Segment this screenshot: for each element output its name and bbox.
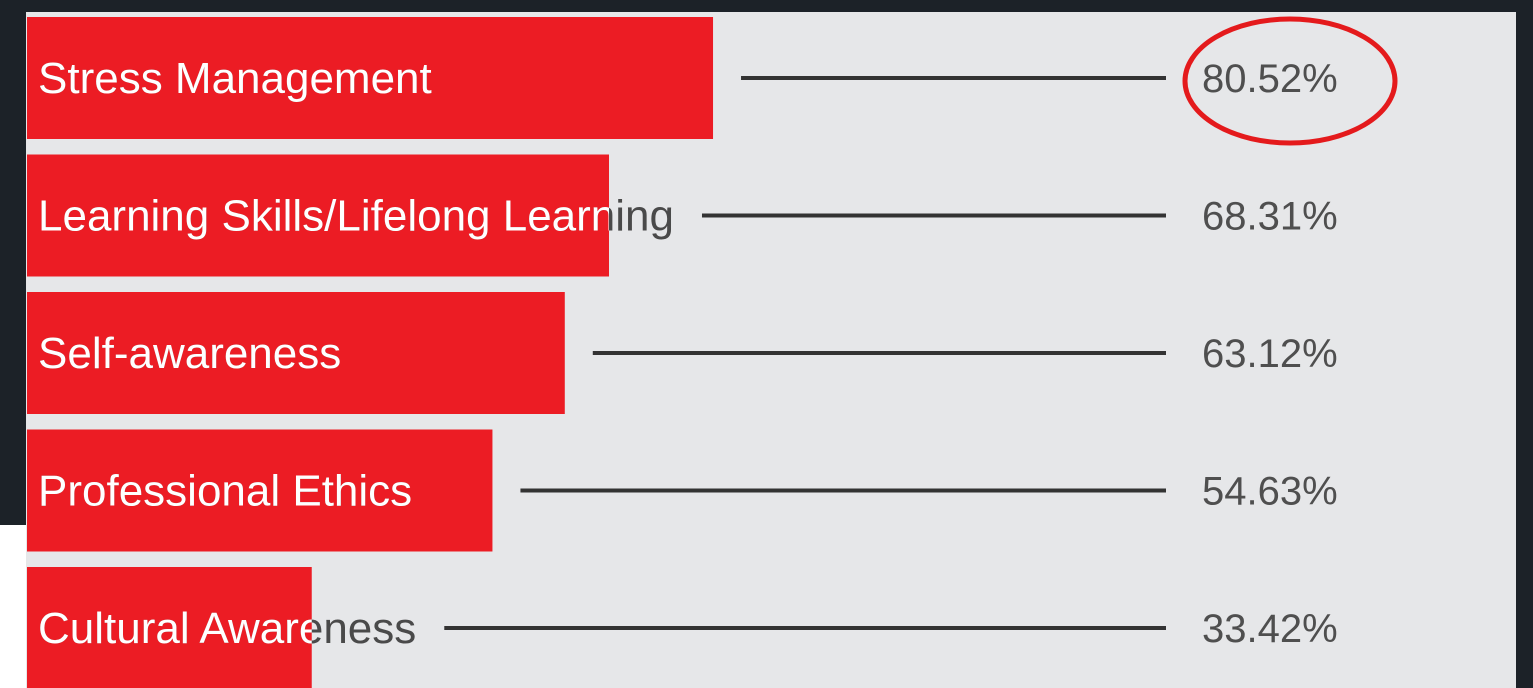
value-label-cultural-awareness: 33.42% — [1202, 607, 1338, 651]
category-label-self-awareness: Self-awareness — [38, 329, 341, 378]
category-label-learning-skills-lifelong-learning: Learning Skills/Lifelong Learning — [38, 192, 674, 241]
category-label-cultural-awareness: Cultural Awareness — [38, 604, 416, 653]
value-label-professional-ethics: 54.63% — [1202, 470, 1338, 514]
value-label-stress-management: 80.52% — [1202, 57, 1338, 101]
bar-professional-ethics — [27, 429, 493, 552]
category-label-on-bar-stress-management: Stress Management — [38, 54, 432, 103]
highlight-circle — [1182, 16, 1398, 146]
category-label-professional-ethics: Professional Ethics — [38, 467, 412, 516]
bar-stress-management — [27, 17, 714, 139]
category-label-on-bar-cultural-awareness: Cultural Awareness — [38, 604, 416, 653]
category-label-on-bar-self-awareness: Self-awareness — [38, 329, 341, 378]
category-label-on-bar-learning-skills-lifelong-learning: Learning Skills/Lifelong Learning — [38, 192, 674, 241]
category-label-on-bar-professional-ethics: Professional Ethics — [38, 467, 412, 516]
value-label-self-awareness: 63.12% — [1202, 332, 1338, 376]
category-label-stress-management: Stress Management — [38, 54, 432, 103]
bar-self-awareness — [27, 292, 565, 414]
bar-learning-skills-lifelong-learning — [27, 154, 610, 277]
value-label-learning-skills-lifelong-learning: 68.31% — [1202, 195, 1338, 239]
bar-cultural-awareness — [27, 567, 312, 688]
